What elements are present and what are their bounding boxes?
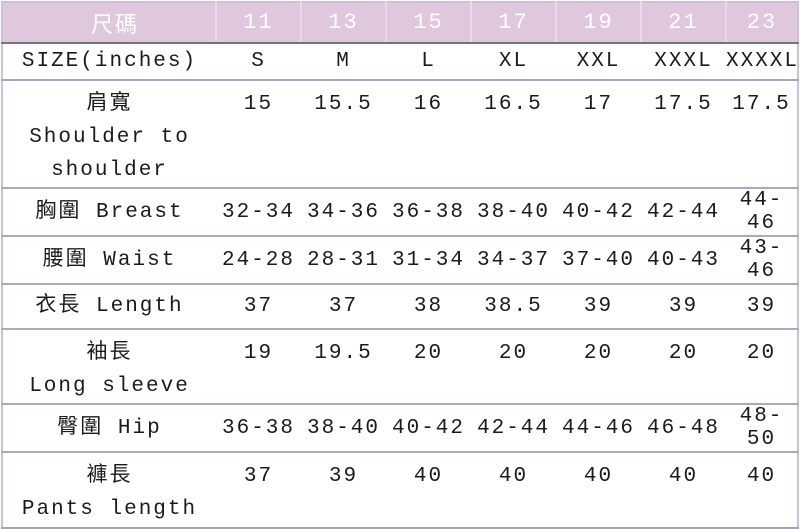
row-label: 臀圍 Hip bbox=[2, 404, 216, 453]
header-size-code: 19 bbox=[555, 2, 641, 44]
row-label: 肩寬 Shoulder to shoulder bbox=[2, 80, 216, 189]
table-row: 袖長 Long sleeve 19 19.5 20 20 20 20 20 bbox=[2, 329, 798, 405]
value-cell: 40-42 bbox=[556, 188, 641, 237]
value-cell: 20 bbox=[386, 329, 471, 405]
value-cell: 37-40 bbox=[556, 236, 641, 285]
table-row: 腰圍 Waist 24-28 28-31 31-34 34-37 37-40 40-43 43… bbox=[2, 236, 798, 285]
header-size-code: 13 bbox=[300, 2, 386, 44]
value-cell: 40 bbox=[413, 465, 444, 488]
value-cell: 34-37 bbox=[471, 236, 556, 285]
header-size-code: 23 bbox=[725, 2, 798, 44]
table-row: 褲長 Pants length 37 39 40 40 40 40 40 bbox=[2, 452, 798, 528]
value-cell: 37 bbox=[301, 284, 386, 330]
value-cell: 40-42 bbox=[386, 404, 471, 453]
row-label-line: 袖長 bbox=[86, 342, 133, 365]
row-label-line: 肩寬 bbox=[86, 93, 133, 116]
header-row: 尺碼 11 13 15 17 19 21 23 bbox=[2, 2, 798, 44]
row-label: 褲長 Pants length bbox=[2, 452, 216, 528]
value-cell: 40 bbox=[668, 465, 699, 488]
value-cell: 37 bbox=[216, 284, 301, 330]
value-cell: 40 bbox=[583, 465, 614, 488]
header-size-code: 11 bbox=[215, 2, 301, 44]
value-cell: 36-38 bbox=[386, 188, 471, 237]
row-label-line: shoulder bbox=[51, 159, 168, 182]
value-cell: 15.5 bbox=[301, 80, 386, 189]
value-cell: 40 bbox=[746, 465, 777, 488]
table-row: 肩寬 Shoulder to shoulder 15 15.5 16 16.5 17 17.5 1… bbox=[2, 80, 798, 189]
table-row: 衣長 Length 37 37 38 38.5 39 39 39 bbox=[2, 284, 798, 330]
value-cell: 24-28 bbox=[216, 236, 301, 285]
value-cell: L bbox=[386, 43, 471, 81]
header-size-code: 21 bbox=[640, 2, 726, 44]
row-label-line: SIZE(inches) bbox=[21, 50, 198, 73]
value-cell: S bbox=[216, 43, 301, 81]
value-cell: 39 bbox=[641, 284, 726, 330]
value-cell: 46-48 bbox=[641, 404, 726, 453]
value-cell: 42-44 bbox=[471, 404, 556, 453]
value-cell: 39 bbox=[328, 465, 359, 488]
value-cell: 15 bbox=[216, 80, 301, 189]
row-label-line: 褲長 bbox=[86, 465, 133, 488]
table-row: 胸圍 Breast 32-34 34-36 36-38 38-40 40-42 42-44 4… bbox=[2, 188, 798, 237]
value-cell: 20 bbox=[641, 329, 726, 405]
row-label: 胸圍 Breast bbox=[2, 188, 216, 237]
value-cell: 32-34 bbox=[216, 188, 301, 237]
row-label: 衣長 Length bbox=[2, 284, 216, 330]
row-label-line: Pants length bbox=[21, 498, 198, 521]
value-cell: 20 bbox=[556, 329, 641, 405]
value-cell: 39 bbox=[726, 284, 798, 330]
value-cell: 38-40 bbox=[301, 404, 386, 453]
row-label-line: 胸圍 Breast bbox=[35, 200, 184, 224]
header-size-code: 15 bbox=[385, 2, 471, 44]
header-size-label: 尺碼 bbox=[2, 2, 216, 44]
row-label-line: 腰圍 Waist bbox=[42, 248, 177, 272]
value-cell: 19 bbox=[216, 329, 301, 405]
value-cell: 37 bbox=[243, 465, 274, 488]
row-label-line: Long sleeve bbox=[29, 375, 190, 398]
value-cell: XXXXL bbox=[726, 43, 798, 81]
row-label-line: 衣長 Length bbox=[35, 295, 184, 318]
value-cell: XL bbox=[471, 43, 556, 81]
value-cell: 34-36 bbox=[301, 188, 386, 237]
value-cell: 40 bbox=[498, 465, 529, 488]
value-cell: 39 bbox=[556, 284, 641, 330]
value-cell: XXL bbox=[556, 43, 641, 81]
row-label: 腰圍 Waist bbox=[2, 236, 216, 285]
value-cell: 16 bbox=[386, 80, 471, 189]
value-cell: 20 bbox=[471, 329, 556, 405]
row-label-line: 臀圍 Hip bbox=[57, 416, 162, 440]
value-cell: 16.5 bbox=[471, 80, 556, 189]
row-label: 袖長 Long sleeve bbox=[2, 329, 216, 405]
header-size-code: 17 bbox=[470, 2, 556, 44]
value-cell: 20 bbox=[726, 329, 798, 405]
row-label: SIZE(inches) bbox=[2, 43, 216, 81]
table-row: SIZE(inches) S M L XL XXL XXXL XXXXL bbox=[2, 43, 798, 81]
value-cell: 44-46 bbox=[556, 404, 641, 453]
value-cell: 17.5 bbox=[726, 80, 798, 189]
table-row: 臀圍 Hip 36-38 38-40 40-42 42-44 44-46 46-48 48-5… bbox=[2, 404, 798, 453]
value-cell: 42-44 bbox=[641, 188, 726, 237]
value-cell: 40-43 bbox=[641, 236, 726, 285]
value-cell: 48-50 bbox=[726, 404, 798, 453]
value-cell: 17 bbox=[556, 80, 641, 189]
value-cell: 17.5 bbox=[641, 80, 726, 189]
value-cell: 31-34 bbox=[386, 236, 471, 285]
value-cell: 36-38 bbox=[216, 404, 301, 453]
value-cell: 38-40 bbox=[471, 188, 556, 237]
value-cell: 38 bbox=[386, 284, 471, 330]
row-label-line: Shoulder to bbox=[29, 126, 190, 149]
value-cell: M bbox=[301, 43, 386, 81]
value-cell: 19.5 bbox=[301, 329, 386, 405]
value-cell: 28-31 bbox=[301, 236, 386, 285]
value-cell: 43-46 bbox=[726, 236, 798, 285]
value-cell: 38.5 bbox=[471, 284, 556, 330]
value-cell: 44-46 bbox=[726, 188, 798, 237]
value-cell: XXXL bbox=[641, 43, 726, 81]
